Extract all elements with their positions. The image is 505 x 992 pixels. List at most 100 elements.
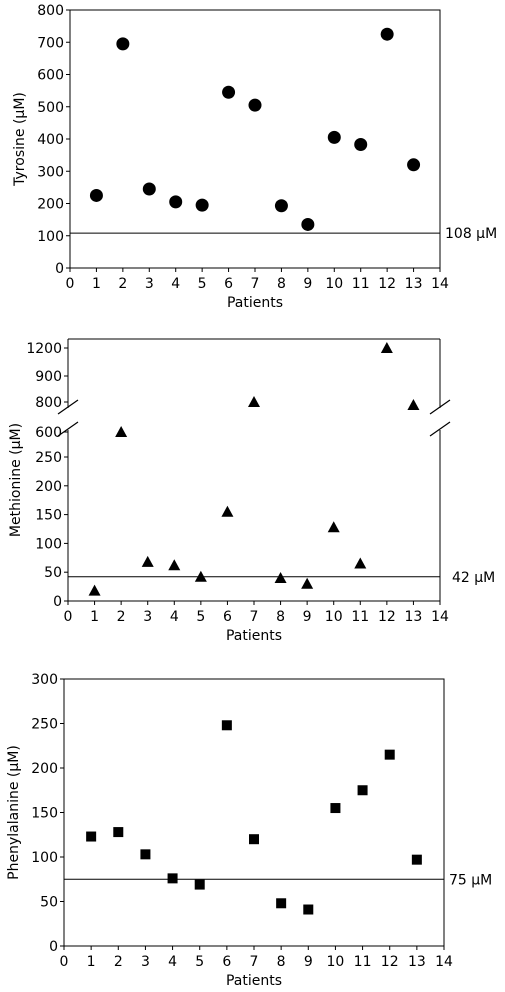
y-tick-label: 200 (35, 479, 62, 495)
x-tick-label: 13 (405, 276, 423, 292)
x-tick-label: 8 (277, 954, 286, 970)
data-point (380, 342, 393, 353)
x-tick-label: 5 (196, 609, 205, 625)
data-point (303, 904, 314, 915)
x-tick-label: 7 (251, 276, 260, 292)
y-tick-label: 250 (35, 450, 62, 466)
y-tick-label: 800 (37, 3, 64, 19)
x-axis-label: Patients (227, 295, 283, 311)
y-tick-label: 50 (44, 565, 62, 581)
y-tick-label: 300 (37, 164, 64, 180)
data-point (221, 720, 232, 731)
x-tick-label: 11 (354, 954, 372, 970)
data-point (407, 399, 420, 410)
data-point (357, 785, 368, 796)
data-point (274, 199, 288, 213)
x-tick-label: 4 (170, 609, 179, 625)
data-point (248, 98, 262, 112)
x-tick-label: 9 (304, 954, 313, 970)
y-tick-label: 150 (35, 508, 62, 524)
x-tick-label: 10 (327, 954, 345, 970)
x-tick-label: 3 (141, 954, 150, 970)
x-tick-label: 0 (60, 954, 69, 970)
x-tick-label: 1 (90, 609, 99, 625)
y-tick-label: 100 (35, 536, 62, 552)
x-tick-label: 12 (378, 276, 396, 292)
axis-break-mark (429, 399, 451, 415)
data-point (327, 130, 341, 144)
x-tick-label: 5 (195, 954, 204, 970)
y-tick-label: 1200 (26, 341, 62, 357)
x-tick-label: 1 (92, 276, 101, 292)
x-tick-label: 2 (118, 276, 127, 292)
x-tick-label: 1 (87, 954, 96, 970)
x-tick-label: 9 (303, 276, 312, 292)
data-point (88, 584, 101, 596)
y-tick-label: 50 (40, 895, 58, 911)
y-tick-label: 800 (35, 395, 62, 411)
x-tick-label: 8 (276, 609, 285, 625)
x-tick-label: 3 (143, 609, 152, 625)
x-axis-label: Patients (226, 973, 282, 989)
data-point (354, 137, 368, 151)
data-point (248, 396, 260, 407)
x-tick-label: 11 (351, 609, 369, 625)
y-tick-label: 0 (53, 594, 62, 610)
x-tick-label: 6 (223, 609, 232, 625)
y-tick-label: 500 (37, 100, 64, 116)
y-tick-label: 250 (31, 717, 58, 733)
data-point (168, 559, 181, 571)
axis-break-mark (57, 399, 79, 415)
data-point (116, 37, 130, 51)
x-tick-label: 0 (64, 609, 73, 625)
data-point (276, 898, 287, 909)
data-point (330, 803, 341, 814)
data-point (115, 426, 128, 437)
x-tick-label: 10 (325, 609, 343, 625)
x-tick-label: 12 (378, 609, 396, 625)
y-axis-label: Phenylalanine (µM) (6, 745, 22, 880)
data-point (249, 834, 259, 845)
data-point (169, 195, 183, 209)
y-tick-label: 700 (37, 35, 64, 51)
y-tick-label: 150 (31, 806, 58, 822)
x-tick-label: 11 (352, 276, 370, 292)
data-point (380, 27, 394, 41)
x-tick-label: 8 (277, 276, 286, 292)
data-point (274, 571, 287, 583)
reference-line-label: 108 µM (445, 226, 497, 242)
y-tick-label: 200 (37, 197, 64, 213)
data-point (167, 873, 178, 884)
data-point (384, 749, 395, 760)
data-point (354, 557, 367, 569)
data-point (142, 182, 156, 196)
x-tick-label: 12 (381, 954, 399, 970)
x-tick-label: 14 (431, 609, 449, 625)
y-tick-label: 200 (31, 761, 58, 777)
data-point (141, 555, 154, 567)
y-tick-label: 300 (31, 672, 58, 688)
plot-frame (63, 678, 445, 947)
x-tick-label: 4 (168, 954, 177, 970)
data-point (194, 879, 205, 890)
y-tick-label: 100 (37, 229, 64, 245)
y-tick-label: 100 (31, 850, 58, 866)
x-tick-label: 3 (145, 276, 154, 292)
axis-break-mark (57, 421, 79, 437)
x-tick-label: 14 (435, 954, 453, 970)
x-tick-label: 9 (303, 609, 312, 625)
x-tick-label: 2 (117, 609, 126, 625)
data-point (411, 854, 422, 865)
data-point (407, 158, 421, 172)
data-point (327, 521, 340, 533)
x-tick-label: 6 (224, 276, 233, 292)
y-tick-label: 0 (49, 939, 58, 955)
data-point (195, 198, 209, 212)
y-tick-label: 400 (37, 132, 64, 148)
data-point (89, 188, 103, 202)
x-tick-label: 14 (431, 276, 449, 292)
